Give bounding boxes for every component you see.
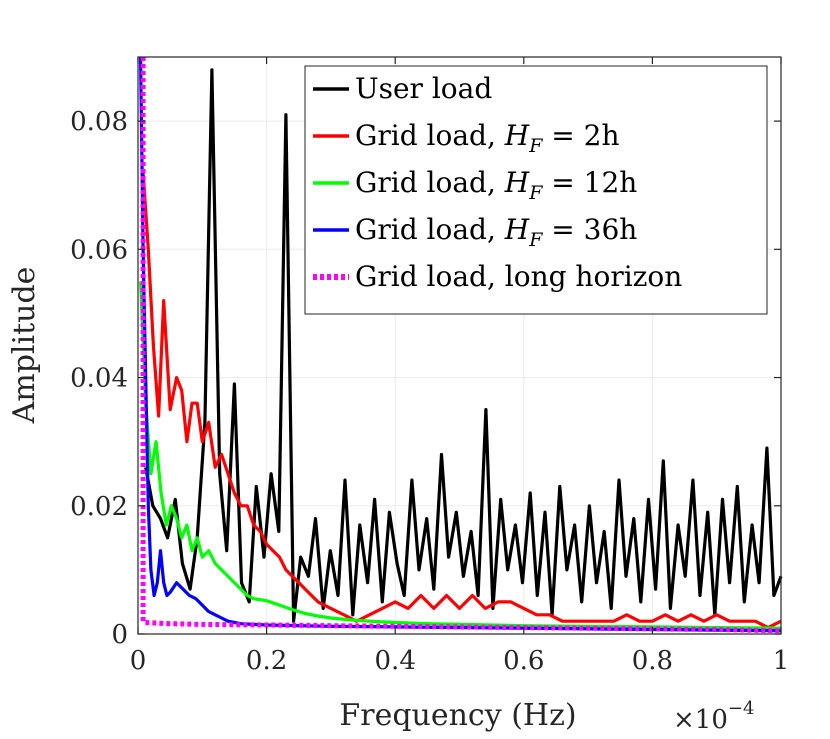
legend-suffix: = 2h [542,119,619,152]
tick-labels: 0 0.2 0.4 0.6 0.8 1 0 0.02 0.04 0.06 0.08 [70,107,789,676]
legend-math-subscript: F [528,135,543,157]
legend-label: Grid load, [355,166,505,199]
x-tick-label: 0 [130,646,147,676]
y-tick-label: 0.02 [70,492,128,522]
x-axis-multiplier-exponent: −4 [728,698,755,719]
x-tick-label: 0.4 [375,646,416,676]
y-axis-title: Amplitude [7,267,42,425]
y-tick-label: 0.08 [70,107,128,137]
series-line-5 [140,57,782,634]
x-axis-title: Frequency (Hz) [339,698,576,733]
legend-math-symbol: H [504,213,530,246]
legend-entry-1: User load [355,72,492,105]
legend-label: Grid load, [355,119,505,152]
legend-math-subscript: F [528,229,543,251]
y-tick-label: 0.06 [70,235,128,265]
plot-frame [137,56,782,635]
legend-entry-4: Grid load, HF = 36h [355,213,637,251]
legend-label: User load [355,72,492,105]
y-tick-label: 0 [111,620,128,650]
legend-label: Grid load, [355,213,505,246]
legend-math-symbol: H [504,166,530,199]
legend-label: Grid load, long horizon [355,260,682,293]
legend-suffix: = 12h [542,166,637,199]
series-line-2 [141,172,782,630]
x-tick-label: 1 [773,646,790,676]
legend-entry-2: Grid load, HF = 2h [355,119,619,157]
legend-suffix: = 36h [542,213,637,246]
series-layer [139,56,783,634]
y-tick-label: 0.04 [70,364,128,394]
legend-math-symbol: H [504,119,530,152]
legend-box [304,65,768,315]
series-line-1 [144,68,783,623]
ticks [137,57,782,635]
legend-entry-5: Grid load, long horizon [355,260,682,293]
legend-entry-3: Grid load, HF = 12h [355,166,637,204]
x-axis-multiplier: ×10−4 [673,698,754,735]
x-tick-label: 0.8 [632,646,673,676]
x-tick-label: 0.6 [503,646,544,676]
series-line-4 [139,56,782,633]
legend-math-subscript: F [528,182,543,204]
x-tick-label: 0.2 [246,646,287,676]
series-line-3 [139,281,782,630]
x-axis-multiplier-base: ×10 [673,705,728,735]
